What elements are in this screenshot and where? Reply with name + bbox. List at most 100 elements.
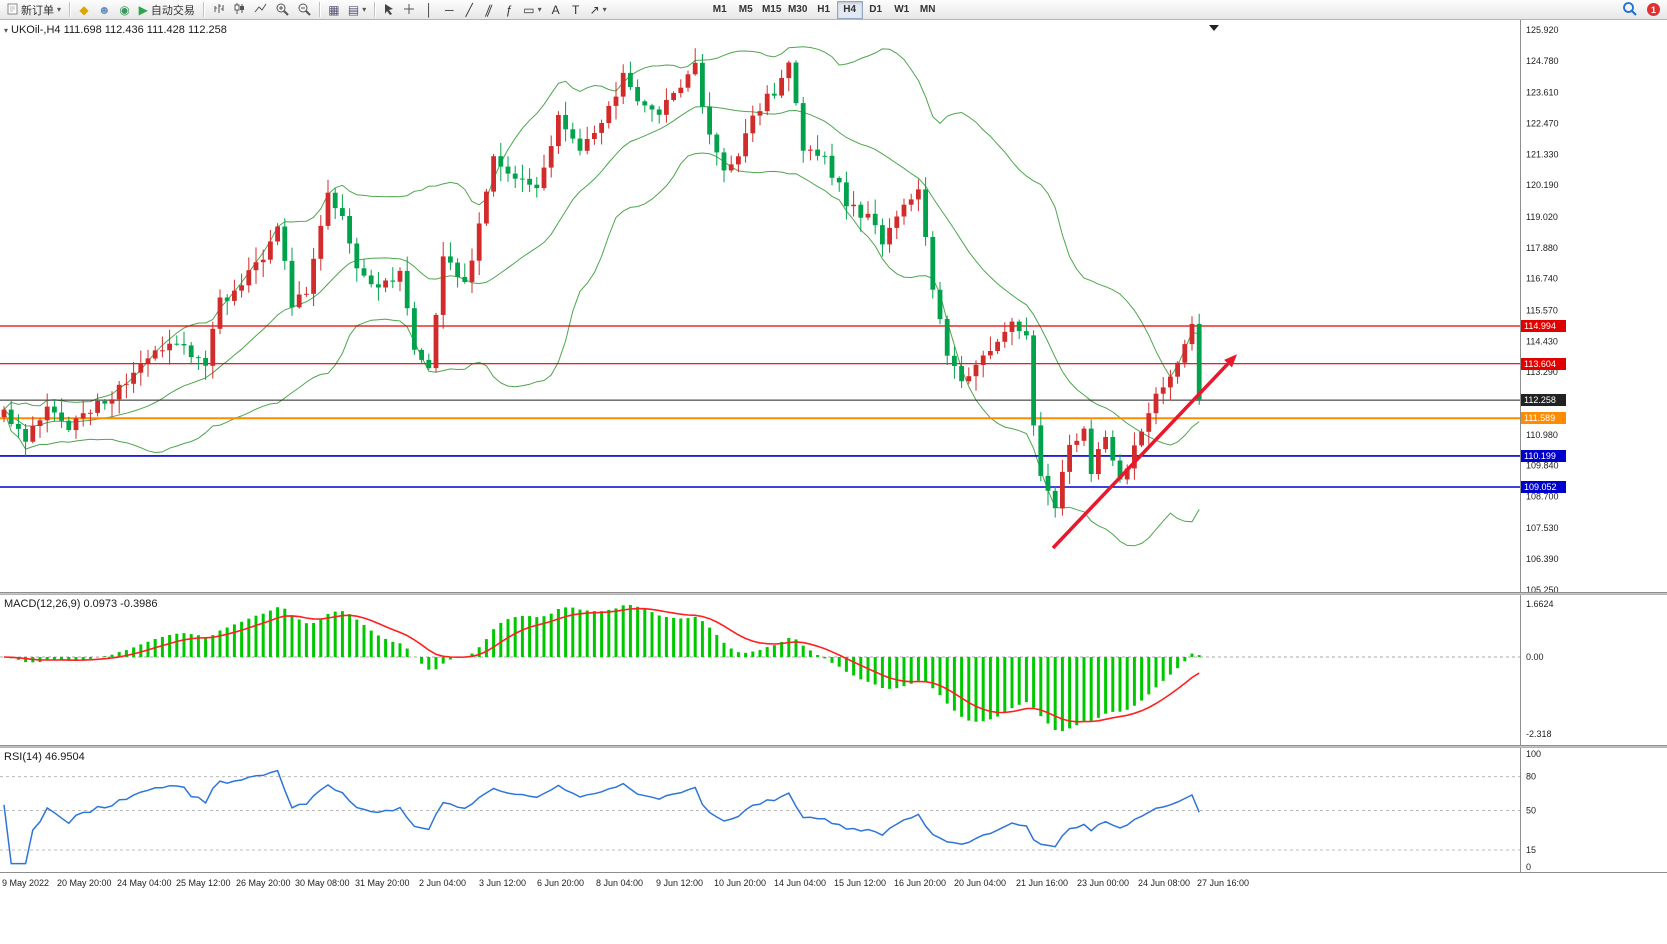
market-button[interactable]: ◆	[74, 1, 94, 19]
timeframe-m15[interactable]: M15	[759, 1, 785, 19]
svg-text:0: 0	[1526, 862, 1531, 872]
community-button[interactable]: ◉	[115, 1, 135, 19]
svg-text:120.190: 120.190	[1526, 180, 1559, 190]
price-tag[interactable]: 111.589	[1521, 412, 1566, 424]
arrows-button[interactable]: ↗ ▾	[586, 1, 611, 19]
search-button[interactable]	[1618, 1, 1641, 19]
time-axis-label: 8 Jun 04:00	[596, 878, 644, 888]
toolbar-separator	[374, 2, 376, 17]
text-icon: A	[551, 2, 560, 17]
svg-text:119.020: 119.020	[1526, 212, 1558, 222]
svg-text:107.530: 107.530	[1526, 523, 1559, 533]
time-axis-label: 27 Jun 16:00	[1197, 878, 1250, 888]
tile-windows-button[interactable]: ▦	[324, 1, 344, 19]
time-axis-label: 2 Jun 04:00	[419, 878, 467, 888]
horizontal-line-icon: ─	[444, 2, 454, 17]
svg-text:109.840: 109.840	[1526, 461, 1559, 471]
chevron-down-icon: ▾	[602, 5, 607, 14]
vertical-line-button[interactable]: │	[419, 1, 439, 19]
community-icon: ◉	[119, 2, 130, 17]
time-axis-label: 30 May 08:00	[295, 878, 350, 888]
toolbar-separator	[69, 2, 71, 17]
symbol-dropdown-icon[interactable]: ▾	[4, 25, 9, 35]
auto-arrange-button[interactable]: ▤ ▾	[344, 1, 370, 19]
trendline-icon: ╱	[465, 2, 473, 17]
svg-text:116.740: 116.740	[1526, 274, 1558, 284]
svg-text:0.00: 0.00	[1526, 652, 1544, 662]
timeframe-m1[interactable]: M1	[707, 1, 733, 19]
fibonacci-button[interactable]: ƒ	[499, 1, 519, 19]
panel-splitter[interactable]	[0, 745, 1667, 748]
timeframe-m30[interactable]: M30	[785, 1, 811, 19]
cursor-button[interactable]	[379, 1, 399, 19]
zoom-out-button[interactable]	[293, 1, 315, 19]
timeframe-mn[interactable]: MN	[915, 1, 941, 19]
time-axis[interactable]: 9 May 2022 20 May 20:00 24 May 04:00 25 May…	[0, 872, 1667, 892]
time-axis-label: 24 Jun 08:00	[1138, 878, 1191, 888]
time-axis-label: 31 May 20:00	[355, 878, 410, 888]
shapes-button[interactable]: ▭ ▾	[519, 1, 545, 19]
panel-splitter[interactable]	[0, 592, 1667, 595]
line-chart-button[interactable]	[250, 1, 271, 19]
timeframe-h4[interactable]: H4	[836, 0, 863, 19]
bar-chart-button[interactable]	[208, 1, 229, 19]
market-icon: ◆	[79, 2, 89, 17]
equidistant-channel-button[interactable]: ∥	[479, 1, 499, 19]
toolbar-right: 1	[1618, 1, 1664, 19]
fibonacci-icon: ƒ	[505, 2, 513, 17]
svg-text:114.430: 114.430	[1526, 336, 1558, 346]
contacts-button[interactable]: ☻	[94, 1, 115, 19]
price-tag[interactable]: 113.604	[1521, 358, 1566, 370]
label-button[interactable]: T	[566, 1, 586, 19]
svg-text:122.470: 122.470	[1526, 119, 1559, 129]
time-axis-label: 21 Jun 16:00	[1016, 878, 1069, 888]
time-axis-label: 26 May 20:00	[236, 878, 291, 888]
svg-text:15: 15	[1526, 845, 1536, 855]
timeframe-d1[interactable]: D1	[863, 1, 889, 19]
time-axis-label: 10 Jun 20:00	[714, 878, 767, 888]
timeframe-w1[interactable]: W1	[889, 1, 915, 19]
svg-text:117.880: 117.880	[1526, 243, 1558, 253]
toolbar-separator	[318, 2, 320, 17]
rsi-panel[interactable]: RSI(14) 46.9504 100 80 50 15 0	[0, 748, 1667, 872]
chevron-down-icon: ▾	[57, 5, 62, 14]
macd-panel[interactable]: MACD(12,26,9) 0.0973 -0.3986 1.6624 0.00 -…	[0, 595, 1667, 745]
auto-trading-button[interactable]: ▶ 自动交易	[135, 1, 199, 19]
rsi-canvas[interactable]: 100 80 50 15 0	[0, 748, 1667, 872]
new-order-button[interactable]: 新订单 ▾	[3, 1, 65, 19]
candlestick-chart-button[interactable]	[229, 1, 250, 19]
price-tag[interactable]: 109.052	[1521, 481, 1566, 493]
svg-text:115.570: 115.570	[1526, 305, 1558, 315]
mt4-window: 新订单 ▾ ◆ ☻ ◉ ▶ 自动交易 ▦ ▤ ▾ │ ─ ╱ ∥ ƒ ▭ ▾ A T…	[0, 0, 1667, 892]
time-axis-label: 24 May 04:00	[117, 878, 172, 888]
svg-text:1.6624: 1.6624	[1526, 599, 1554, 609]
candlestick-chart-icon	[233, 2, 246, 17]
text-button[interactable]: A	[546, 1, 566, 19]
time-axis-label: 9 May 2022	[2, 878, 50, 888]
time-axis-label: 25 May 12:00	[176, 878, 231, 888]
crosshair-button[interactable]	[399, 1, 419, 19]
macd-values: 0.0973 -0.3986	[83, 598, 158, 610]
svg-text:113.290: 113.290	[1526, 367, 1558, 377]
price-chart-panel[interactable]: ▾ UKOil-,H4 111.698 112.436 111.428 112.…	[0, 20, 1667, 592]
symbol-info: ▾ UKOil-,H4 111.698 112.436 111.428 112.…	[4, 24, 227, 36]
horizontal-line-button[interactable]: ─	[439, 1, 459, 19]
timeframe-h1[interactable]: H1	[811, 1, 837, 19]
zoom-in-icon	[275, 2, 289, 18]
zoom-in-button[interactable]	[271, 1, 293, 19]
timeframe-m5[interactable]: M5	[733, 1, 759, 19]
zoom-out-icon	[297, 2, 311, 18]
time-axis-label: 3 Jun 12:00	[479, 878, 527, 888]
time-axis-label: 20 Jun 04:00	[954, 878, 1007, 888]
price-tag[interactable]: 114.994	[1521, 320, 1566, 332]
svg-text:-2.318: -2.318	[1526, 729, 1552, 739]
chevron-down-icon: ▾	[362, 5, 367, 14]
auto-trading-icon: ▶	[138, 2, 148, 17]
trendline-button[interactable]: ╱	[459, 1, 479, 19]
macd-canvas[interactable]: 1.6624 0.00 -2.318	[0, 595, 1667, 745]
price-chart-canvas[interactable]: 125.920 124.780 123.610 122.470 121.330 120.1…	[0, 20, 1667, 592]
price-tag[interactable]: 110.199	[1521, 450, 1566, 462]
price-tag[interactable]: 112.258	[1521, 394, 1566, 406]
notifications-badge[interactable]: 1	[1647, 3, 1660, 16]
auto-trading-label: 自动交易	[150, 4, 195, 17]
